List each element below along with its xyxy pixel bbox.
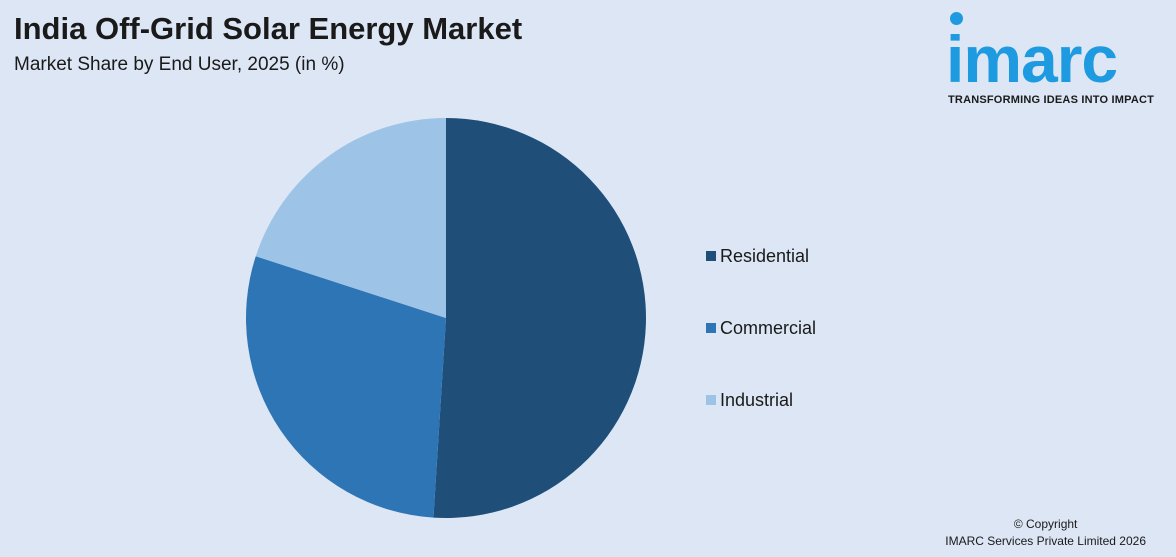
logo-wordmark: imarc: [946, 22, 1118, 96]
pie-slice-commercial: [246, 256, 446, 518]
imarc-logo: imarc TRANSFORMING IDEAS INTO IMPACT: [946, 10, 1172, 110]
chart-legend: Residential Commercial Industrial: [706, 244, 816, 460]
copyright-footer: © Copyright IMARC Services Private Limit…: [945, 516, 1146, 550]
legend-label-industrial: Industrial: [720, 389, 794, 410]
copyright-line: © Copyright: [1013, 517, 1078, 531]
pie-slice-industrial: [255, 118, 446, 318]
logo-tagline: TRANSFORMING IDEAS INTO IMPACT: [948, 94, 1155, 106]
company-line: IMARC Services Private Limited 2026: [945, 534, 1146, 548]
legend-item-commercial: Commercial: [706, 316, 816, 340]
legend-label-commercial: Commercial: [720, 317, 817, 338]
legend-swatch-residential: [706, 251, 716, 261]
page-title: India Off-Grid Solar Energy Market: [14, 11, 523, 46]
legend-swatch-commercial: [706, 323, 716, 333]
logo-dot-icon: [950, 12, 963, 25]
chart-subtitle: Market Share by End User, 2025 (in %): [14, 54, 345, 75]
legend-swatch-industrial: [706, 395, 716, 405]
legend-label-residential: Residential: [720, 245, 810, 266]
legend-item-residential: Residential: [706, 244, 816, 268]
pie-slice-residential: [433, 118, 646, 518]
legend-item-industrial: Industrial: [706, 388, 816, 412]
